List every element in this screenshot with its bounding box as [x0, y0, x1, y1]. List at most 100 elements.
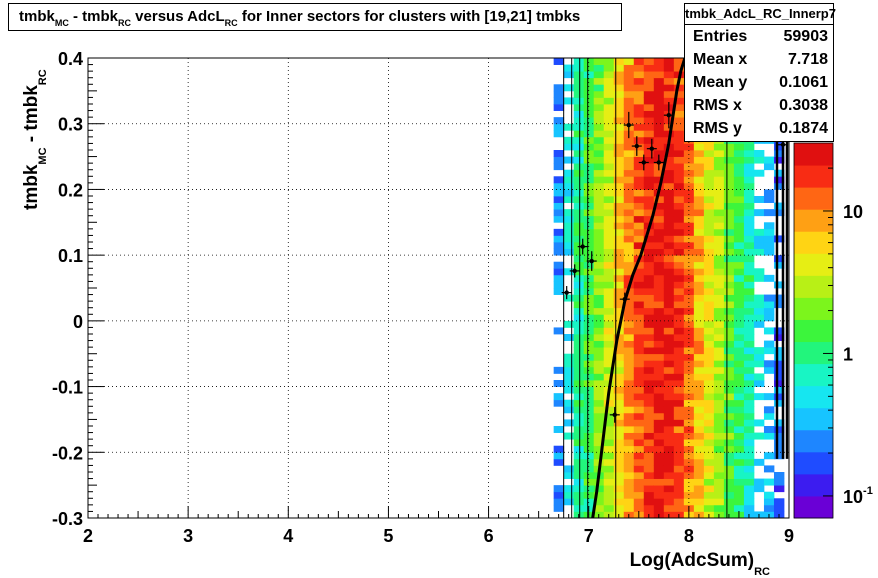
- heatmap-cell: [593, 97, 605, 105]
- heatmap-cell: [603, 432, 615, 440]
- heatmap-cell: [653, 353, 665, 361]
- heatmap-cell: [663, 380, 675, 387]
- heatmap-cell: [743, 373, 755, 381]
- heatmap-cell: [613, 301, 625, 309]
- y-tick-label: 0.1: [58, 246, 83, 266]
- heatmap-cell: [643, 307, 655, 315]
- heatmap-cell: [763, 340, 775, 348]
- heatmap-cell: [733, 202, 745, 210]
- heatmap-cell: [743, 347, 755, 355]
- heatmap-cell: [703, 288, 715, 295]
- heatmap-cell: [723, 406, 735, 414]
- colorbar-segment: [794, 319, 833, 343]
- heatmap-cell: [663, 77, 675, 85]
- heatmap-cell: [633, 334, 645, 341]
- heatmap-cell: [733, 419, 745, 427]
- heatmap-cell: [693, 169, 705, 177]
- heatmap-cell: [663, 419, 675, 427]
- heatmap-cell: [743, 386, 755, 394]
- heatmap-cell: [733, 504, 745, 512]
- heatmap-cell: [633, 169, 645, 177]
- heatmap-cell: [743, 452, 755, 460]
- heatmap-cell: [633, 353, 645, 361]
- heatmap-cell: [743, 314, 755, 322]
- heatmap-cell: [733, 491, 745, 499]
- heatmap-cell: [703, 235, 715, 243]
- heatmap-cell: [733, 360, 745, 368]
- heatmap-cell: [573, 248, 585, 256]
- heatmap-cell: [673, 458, 685, 466]
- heatmap-cell: [583, 307, 595, 315]
- heatmap-cell: [603, 320, 615, 328]
- heatmap-cell: [733, 268, 745, 276]
- heatmap-cell: [563, 485, 575, 493]
- heatmap-cell: [593, 432, 605, 440]
- heatmap-cell: [613, 123, 625, 131]
- heatmap-cell: [653, 202, 665, 210]
- heatmap-cell: [653, 117, 665, 125]
- heatmap-cell: [573, 353, 585, 361]
- heatmap-cell: [743, 399, 755, 407]
- heatmap-cell: [743, 281, 755, 289]
- heatmap-cell: [613, 169, 625, 177]
- heatmap-cell: [643, 261, 655, 269]
- heatmap-cell: [723, 347, 735, 355]
- heatmap-cell: [753, 353, 765, 361]
- heatmap-cell: [743, 340, 755, 348]
- heatmap-cell: [693, 465, 705, 473]
- heatmap-cell: [613, 130, 625, 138]
- heatmap-cell: [653, 347, 665, 355]
- heatmap-cell: [663, 485, 675, 493]
- heatmap-cell: [643, 445, 655, 453]
- heatmap-cell: [683, 498, 695, 506]
- heatmap-cell: [613, 504, 625, 512]
- heatmap-cell: [703, 228, 715, 236]
- heatmap-cell: [593, 84, 605, 92]
- heatmap-cell: [723, 182, 735, 190]
- heatmap-cell: [653, 452, 665, 460]
- heatmap-cell: [553, 399, 565, 407]
- heatmap-cell: [733, 274, 745, 282]
- heatmap-cell: [733, 261, 745, 269]
- heatmap-cell: [593, 196, 605, 203]
- x-axis-label-sub: RC: [754, 566, 770, 578]
- heatmap-cell: [703, 301, 715, 309]
- heatmap-cell: [643, 110, 655, 118]
- heatmap-cell: [773, 156, 785, 164]
- heatmap-cell: [703, 255, 715, 263]
- heatmap-cell: [633, 458, 645, 466]
- heatmap-cell: [653, 307, 665, 315]
- heatmap-cell: [563, 235, 575, 243]
- heatmap-cell: [673, 412, 685, 420]
- heatmap-cell: [673, 97, 685, 105]
- heatmap-cell: [733, 209, 745, 217]
- heatmap-cell: [563, 320, 575, 328]
- heatmap-cell: [563, 242, 575, 249]
- heatmap-cell: [703, 307, 715, 315]
- heatmap-cell: [693, 261, 705, 269]
- heatmap-cell: [583, 498, 595, 506]
- heatmap-cell: [643, 117, 655, 125]
- heatmap-cell: [673, 248, 685, 256]
- heatmap-cell: [643, 143, 655, 151]
- heatmap-cell: [603, 288, 615, 295]
- heatmap-cell: [563, 268, 575, 276]
- heatmap-cell: [563, 353, 575, 361]
- heatmap-cell: [593, 320, 605, 328]
- heatmap-cell: [553, 84, 565, 92]
- heatmap-cell: [743, 419, 755, 427]
- heatmap-cell: [633, 399, 645, 407]
- heatmap-cell: [573, 288, 585, 295]
- heatmap-cell: [573, 202, 585, 210]
- heatmap-cell: [713, 452, 725, 460]
- heatmap-cell: [663, 373, 675, 381]
- heatmap-cell: [693, 334, 705, 341]
- heatmap-cell: [623, 504, 635, 512]
- heatmap-cell: [743, 215, 755, 223]
- y-tick-label: -0.3: [52, 509, 83, 529]
- heatmap-cell: [673, 123, 685, 131]
- heatmap-cell: [673, 445, 685, 453]
- heatmap-cell: [763, 504, 775, 512]
- heatmap-cell: [593, 406, 605, 414]
- heatmap-cell: [703, 399, 715, 407]
